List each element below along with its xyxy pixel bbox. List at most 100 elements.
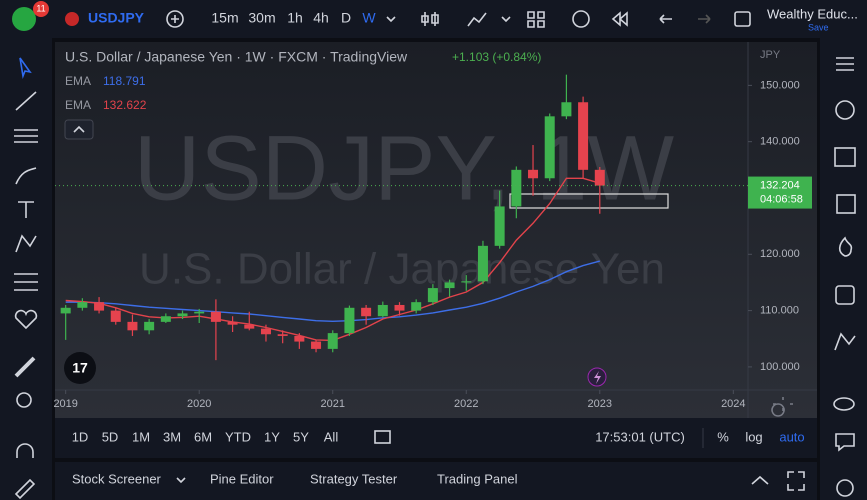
range-bar — [55, 418, 817, 458]
timeframe[interactable]: 30m — [248, 10, 275, 26]
symbol[interactable]: USDJPY — [88, 10, 145, 26]
watchlist-icon[interactable] — [836, 57, 854, 71]
price-label: 132.204 — [760, 179, 800, 191]
add-icon-plus — [171, 15, 179, 23]
hotlist-icon[interactable] — [838, 236, 853, 257]
lock-tool[interactable] — [14, 478, 36, 500]
candle-icon[interactable] — [421, 12, 439, 26]
candle-body — [227, 321, 238, 325]
news-icon[interactable] — [834, 147, 856, 167]
auto-toggle[interactable]: auto — [779, 429, 804, 444]
candle-body — [244, 324, 255, 329]
chat-icon[interactable] — [833, 397, 855, 411]
range-button[interactable]: 5Y — [293, 429, 309, 444]
fullscreen-icon[interactable] — [734, 11, 751, 27]
ruler-tool[interactable] — [14, 356, 36, 378]
add-icon[interactable] — [166, 10, 184, 28]
y-tick-label: 100.000 — [760, 361, 800, 373]
bottom-tab[interactable]: Pine Editor — [210, 471, 274, 486]
alert-icon[interactable] — [572, 10, 590, 28]
candle-body — [277, 334, 288, 336]
log-toggle[interactable]: log — [745, 429, 762, 444]
timeframe[interactable]: D — [341, 10, 351, 26]
watermark-symbol: USDJPY, 1W — [134, 117, 674, 219]
prediction-tool[interactable] — [14, 273, 38, 291]
x-tick-label: 2023 — [588, 398, 612, 410]
favorite-tool[interactable] — [14, 309, 38, 330]
replay-icon[interactable] — [611, 11, 628, 27]
drawn-rectangle[interactable] — [509, 193, 669, 209]
collapse-button[interactable] — [64, 119, 94, 140]
help-icon[interactable] — [836, 479, 854, 497]
brush-tool[interactable] — [15, 167, 37, 185]
indicator-icon[interactable] — [467, 12, 487, 27]
timeframe[interactable]: 15m — [211, 10, 238, 26]
range-button[interactable]: 1M — [132, 429, 150, 444]
tv-logo[interactable] — [64, 352, 96, 384]
timeframe[interactable]: 4h — [313, 10, 329, 26]
dropdown-icon[interactable] — [176, 477, 186, 484]
expand-icon[interactable] — [751, 475, 769, 485]
bottom-tab[interactable]: Stock Screener — [72, 471, 162, 486]
x-tick-label: 2021 — [320, 398, 344, 410]
date-range-icon[interactable] — [374, 430, 391, 444]
dropdown-icon[interactable] — [386, 16, 396, 23]
fib-tool[interactable] — [14, 129, 38, 143]
candle-body — [144, 321, 155, 331]
candle-body — [94, 302, 105, 311]
candle-body — [210, 311, 221, 322]
maximize-icon[interactable] — [787, 471, 805, 491]
text-tool[interactable] — [18, 201, 34, 218]
ema-legend-value: 132.622 — [103, 98, 147, 112]
bottom-tab[interactable]: Strategy Tester — [310, 471, 398, 486]
save-link[interactable]: Save — [808, 22, 829, 32]
candle-body — [60, 307, 71, 314]
undo-icon[interactable] — [659, 14, 672, 24]
currency-label[interactable]: JPY — [760, 49, 781, 61]
layout-icon[interactable] — [527, 11, 545, 28]
range-button[interactable]: YTD — [225, 429, 251, 444]
y-tick-label: 110.000 — [760, 305, 799, 317]
candle-body — [110, 310, 121, 322]
ideas-icon[interactable] — [834, 332, 856, 351]
timeframe[interactable]: W — [362, 10, 376, 26]
x-tick-label: 2024 — [721, 398, 745, 410]
top-toolbar — [0, 0, 867, 38]
pattern-tool[interactable] — [15, 234, 37, 253]
range-button[interactable]: 1D — [72, 429, 89, 444]
magnet-tool[interactable] — [16, 443, 34, 458]
range-button[interactable]: 1Y — [264, 429, 280, 444]
range-button[interactable]: All — [324, 429, 339, 444]
candle-body — [578, 102, 589, 170]
candle-body — [444, 282, 455, 289]
redo-icon[interactable] — [698, 14, 711, 24]
candle-body — [194, 311, 205, 314]
y-tick-label: 150.000 — [760, 79, 800, 91]
avatar[interactable] — [12, 7, 36, 31]
bottom-tab[interactable]: Trading Panel — [437, 471, 518, 486]
cursor-tool[interactable] — [19, 57, 32, 79]
candle-body — [294, 335, 305, 342]
line-tool[interactable] — [15, 91, 37, 111]
percent-toggle[interactable]: % — [717, 429, 729, 444]
chart-title: U.S. Dollar / Japanese Yen · 1W · FXCM ·… — [65, 49, 408, 65]
dropdown-icon[interactable] — [501, 16, 511, 23]
calendar-icon[interactable] — [836, 194, 856, 214]
candle-body — [494, 206, 505, 246]
account-name[interactable]: Wealthy Educ... — [767, 6, 858, 21]
range-button[interactable]: 3M — [163, 429, 181, 444]
streams-icon[interactable] — [835, 433, 855, 452]
timeframe[interactable]: 1h — [287, 10, 303, 26]
candle-body — [461, 281, 472, 283]
settings-icon[interactable] — [771, 397, 793, 417]
candle-body — [361, 307, 372, 317]
range-button[interactable]: 6M — [194, 429, 212, 444]
candle-body — [77, 302, 88, 308]
zoom-tool[interactable] — [16, 392, 32, 408]
tv-logo-mark: 17 — [72, 360, 88, 376]
alerts-icon[interactable] — [835, 100, 855, 120]
range-button[interactable]: 5D — [102, 429, 119, 444]
grid-icon[interactable] — [835, 285, 855, 305]
candle-body — [394, 304, 405, 311]
